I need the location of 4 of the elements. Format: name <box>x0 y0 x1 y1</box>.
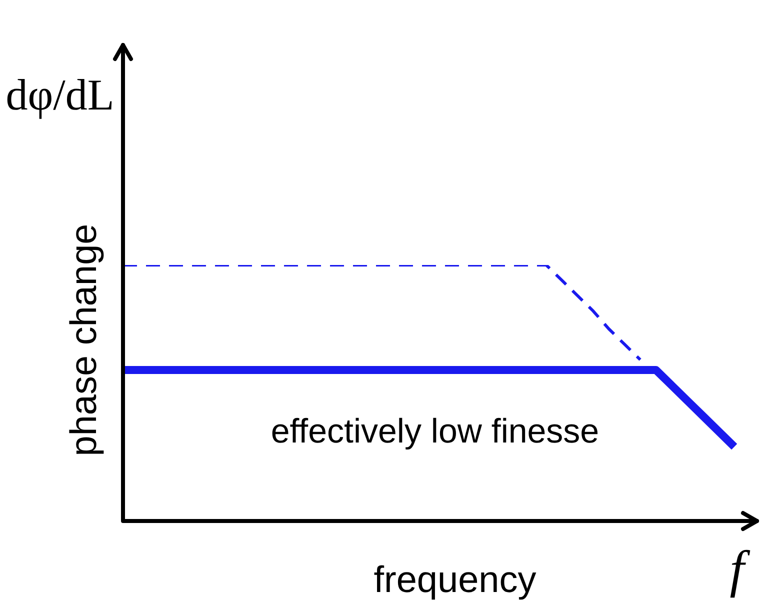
y-axis-title: phase change <box>63 224 105 456</box>
x-axis-title: frequency <box>374 559 536 601</box>
text: dφ/dL <box>6 70 114 120</box>
annotation: effectively low finesse <box>270 412 600 452</box>
